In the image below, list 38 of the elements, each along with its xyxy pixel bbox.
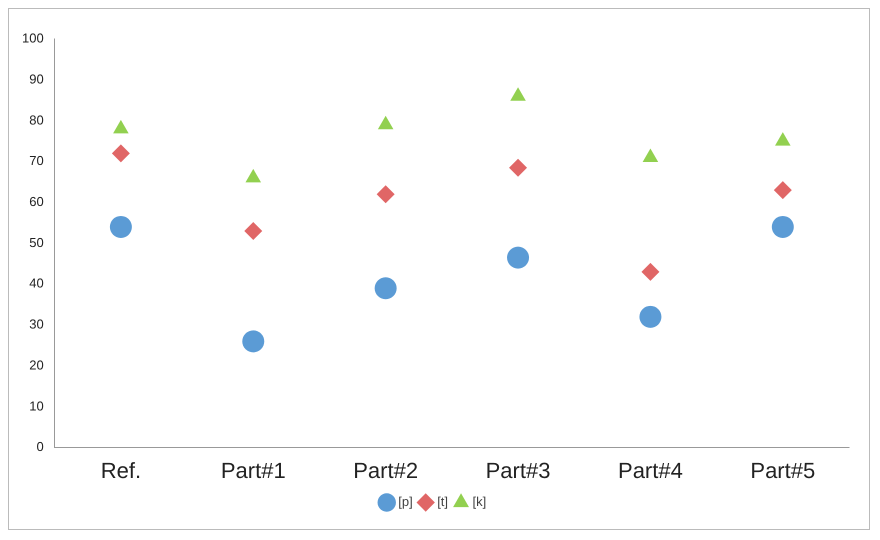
- point: [641, 262, 660, 281]
- point: [774, 181, 792, 200]
- y-tick-label: 90: [29, 71, 44, 86]
- point: [642, 148, 658, 162]
- y-tick-label: 0: [36, 439, 44, 454]
- x-tick-label: Part#3: [486, 458, 550, 483]
- point: [772, 216, 794, 238]
- x-tick-label: Part#2: [353, 458, 418, 483]
- y-tick-label: 100: [22, 30, 44, 46]
- point: [507, 246, 530, 269]
- point: [378, 116, 394, 130]
- y-tick-label: 30: [29, 316, 44, 332]
- y-tick-label: 60: [29, 194, 44, 210]
- point: [510, 87, 526, 101]
- legend-label: [p]: [398, 494, 413, 510]
- point: [242, 330, 264, 352]
- point: [639, 306, 662, 328]
- x-tick-label: Part#5: [750, 458, 816, 483]
- point: [244, 222, 262, 240]
- x-tick-label: Ref.: [100, 458, 142, 483]
- y-tick-label: 80: [29, 112, 44, 128]
- point: [775, 132, 791, 146]
- point: [245, 168, 262, 182]
- legend-label: [k]: [472, 494, 486, 510]
- point: [112, 144, 130, 162]
- point: [376, 185, 395, 204]
- y-tick-label: 70: [29, 153, 44, 168]
- point: [110, 216, 132, 238]
- x-tick-label: Part#1: [220, 458, 286, 483]
- point: [113, 120, 129, 134]
- y-tick-label: 40: [29, 276, 44, 291]
- legend-label: [t]: [437, 494, 448, 510]
- point: [374, 277, 397, 300]
- y-tick-label: 20: [29, 357, 44, 372]
- point: [509, 158, 528, 177]
- y-tick-label: 50: [29, 234, 44, 250]
- x-tick-label: Part#4: [618, 458, 683, 483]
- y-tick-label: 10: [29, 398, 44, 414]
